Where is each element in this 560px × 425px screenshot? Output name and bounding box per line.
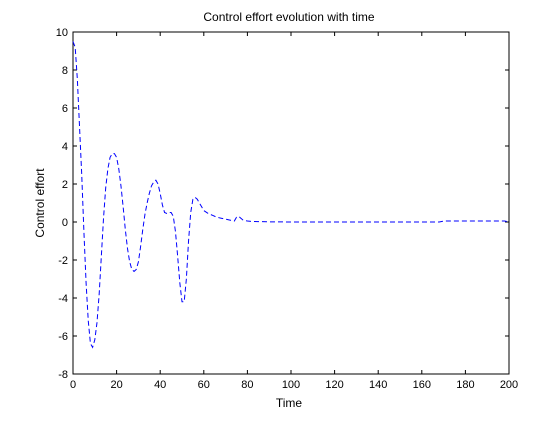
x-tick-label: 120 <box>325 379 343 391</box>
y-tick-label: 4 <box>62 141 68 153</box>
x-tick-label: 20 <box>110 379 122 391</box>
x-tick-label: 0 <box>70 379 76 391</box>
x-tick-label: 40 <box>154 379 166 391</box>
y-tick-label: 0 <box>62 217 68 229</box>
y-tick-label: 8 <box>62 65 68 77</box>
x-tick-label: 80 <box>241 379 253 391</box>
series-group <box>72 41 510 349</box>
y-tick-label: -8 <box>58 369 68 381</box>
x-tick-label: 100 <box>282 379 300 391</box>
x-tick-label: 180 <box>456 379 474 391</box>
series-line <box>72 41 510 349</box>
y-tick-label: 10 <box>56 27 68 39</box>
y-tick-label: -2 <box>58 255 68 267</box>
chart-title: Control effort evolution with time <box>203 10 375 24</box>
x-tick-label: 60 <box>198 379 210 391</box>
y-tick-label: -4 <box>58 293 68 305</box>
x-axis-label: Time <box>276 396 303 410</box>
y-tick-label: 2 <box>62 179 68 191</box>
y-axis-label: Control effort <box>33 168 47 238</box>
axis-ticks: 0 20 40 60 80 100 120 140 160 180 200 -8 -6 -4 -2 0 2 4 6 8… <box>56 27 518 391</box>
y-tick-label: 6 <box>62 103 68 115</box>
x-tick-label: 160 <box>413 379 431 391</box>
x-tick-label: 200 <box>500 379 518 391</box>
y-tick-label: -6 <box>58 331 68 343</box>
x-tick-label: 140 <box>369 379 387 391</box>
plot-area <box>72 31 510 375</box>
